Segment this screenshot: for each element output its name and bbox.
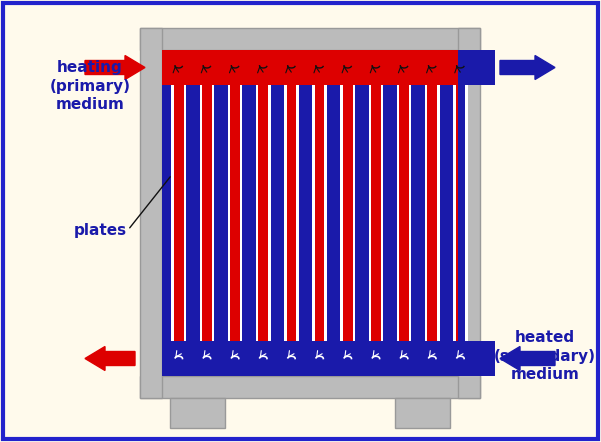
Bar	[325, 85, 327, 341]
Text: plates: plates	[73, 222, 127, 237]
Bar	[171, 85, 174, 341]
Bar	[240, 85, 242, 341]
Bar	[299, 85, 312, 341]
Bar	[381, 85, 383, 341]
Bar	[412, 85, 425, 341]
Bar	[368, 85, 371, 341]
Bar	[315, 85, 325, 341]
FancyArrow shape	[85, 56, 145, 80]
Bar	[184, 85, 186, 341]
Bar	[458, 28, 480, 398]
Bar	[200, 85, 202, 341]
Bar	[340, 85, 343, 341]
Bar	[140, 376, 480, 398]
Bar	[355, 85, 368, 341]
Bar	[458, 85, 468, 341]
Bar	[371, 85, 381, 341]
Bar	[353, 85, 355, 341]
Bar	[256, 85, 258, 341]
Bar	[343, 85, 353, 341]
Text: heated
(secondary)
medium: heated (secondary) medium	[494, 330, 596, 382]
Bar	[162, 50, 458, 85]
Bar	[465, 85, 468, 341]
Bar	[284, 85, 287, 341]
Bar	[162, 85, 171, 341]
Bar	[242, 85, 256, 341]
Bar	[258, 85, 268, 341]
Bar	[228, 85, 230, 341]
FancyArrow shape	[500, 56, 555, 80]
Bar	[162, 85, 458, 341]
Bar	[440, 85, 453, 341]
FancyArrow shape	[85, 347, 135, 370]
Bar	[383, 85, 397, 341]
Bar	[174, 85, 184, 341]
Bar	[140, 28, 480, 50]
Bar	[458, 50, 495, 85]
Bar	[270, 85, 284, 341]
Bar	[425, 85, 427, 341]
Bar	[395, 398, 450, 428]
Bar	[140, 28, 162, 398]
Bar	[437, 85, 440, 341]
Bar	[427, 85, 437, 341]
Bar	[397, 85, 399, 341]
Bar	[170, 398, 225, 428]
Bar	[399, 85, 409, 341]
Bar	[230, 85, 240, 341]
Bar	[212, 85, 215, 341]
Bar	[458, 341, 495, 376]
Bar	[162, 341, 458, 376]
FancyArrow shape	[500, 347, 555, 370]
Bar	[312, 85, 315, 341]
Bar	[287, 85, 296, 341]
Bar	[453, 85, 456, 341]
Bar	[202, 85, 212, 341]
Bar	[268, 85, 270, 341]
Text: heating
(primary)
medium: heating (primary) medium	[49, 60, 130, 112]
Bar	[186, 85, 200, 341]
Bar	[296, 85, 299, 341]
Bar	[409, 85, 412, 341]
Bar	[215, 85, 228, 341]
Bar	[456, 85, 465, 341]
Bar	[327, 85, 340, 341]
